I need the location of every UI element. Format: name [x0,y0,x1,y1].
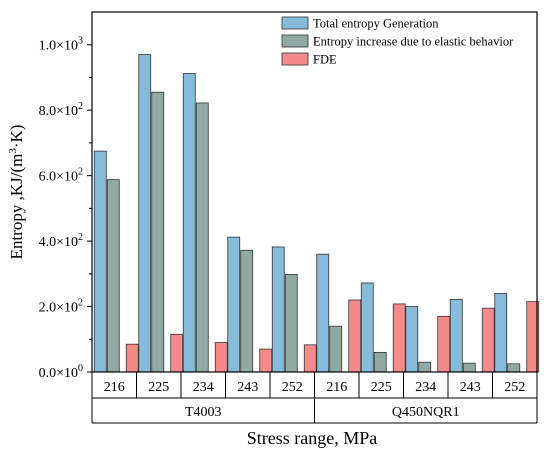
bar-s2-c8 [481,307,495,373]
x-group-label-0: T4003 [185,405,222,420]
x-tick-label-9: 252 [504,380,525,395]
bar-s0-c4 [271,246,285,373]
bar-s1-c4 [284,274,298,373]
bar-s0-c5 [316,253,330,373]
bar-s2-c3 [259,348,273,373]
bar-s0-c2 [182,73,196,373]
bar-s0-c9 [494,293,508,373]
bar-s2-c6 [392,303,406,373]
y-tick-label-4: 8.0×102 [39,101,83,119]
bar-s2-c0 [125,343,139,373]
x-tick-label-8: 243 [460,380,481,395]
bar-s1-c8 [462,362,476,373]
bar-s1-c3 [240,249,254,373]
y-tick-label-5: 1.0×103 [39,36,83,54]
legend: Total entropy Generation Entropy increase… [281,16,514,67]
bar-s2-c5 [348,299,362,373]
legend-label-1: Entropy increase due to elastic behavior [313,35,514,49]
x-tick-label-2: 234 [193,380,214,395]
x-tick-label-4: 252 [282,380,303,395]
y-tick-label-1: 2.0×102 [39,298,83,316]
y-tick-label-2: 4.0×102 [39,232,83,250]
plot-frame [91,11,538,373]
bar-s2-c2 [214,342,228,373]
bar-s0-c8 [449,298,463,373]
y-tick-label-3: 6.0×102 [39,167,83,185]
x-axis-label: Stress range, MPa [247,428,377,448]
bar-s1-c5 [329,325,343,373]
y-tick-label-0: 0.0×100 [39,363,83,381]
x-tick-label-3: 243 [237,380,258,395]
x-tick-label-5: 216 [326,380,347,395]
x-tick-label-6: 225 [371,380,392,395]
y-axis-label: Entropy ,KJ/(m3·K) [7,125,26,260]
legend-swatch-0 [281,16,309,30]
plot-area [92,12,537,372]
bar-s2-c7 [437,315,451,373]
legend-label-0: Total entropy Generation [313,17,439,31]
legend-label-2: FDE [313,53,337,67]
y-axis: 0.0×100 2.0×102 4.0×102 6.0×102 8.0×102 1.0×1… [39,36,92,381]
bar-s1-c9 [507,363,521,373]
bar-s2-c4 [303,344,317,373]
bar-s0-c6 [360,282,374,373]
x-group-label-1: Q450NQR1 [392,405,460,420]
bar-s1-c1 [151,91,165,373]
bar-s0-c3 [227,236,241,373]
bar-s2-c1 [170,333,184,373]
bar-s1-c2 [195,102,209,373]
x-tick-label-0: 216 [104,380,125,395]
bar-s1-c6 [373,351,387,373]
x-axis: 216 225 234 243 252 216 225 234 243 252 T4003 Q450N… [91,372,538,424]
legend-swatch-2 [281,52,309,66]
x-tick-label-1: 225 [148,380,169,395]
bar-s1-c7 [418,361,432,373]
bar-s0-c0 [93,150,107,373]
bar-s0-c7 [405,306,419,373]
legend-swatch-1 [281,34,309,48]
bar-s0-c1 [138,54,152,373]
bar-s1-c0 [106,179,120,373]
x-tick-label-7: 234 [415,380,436,395]
